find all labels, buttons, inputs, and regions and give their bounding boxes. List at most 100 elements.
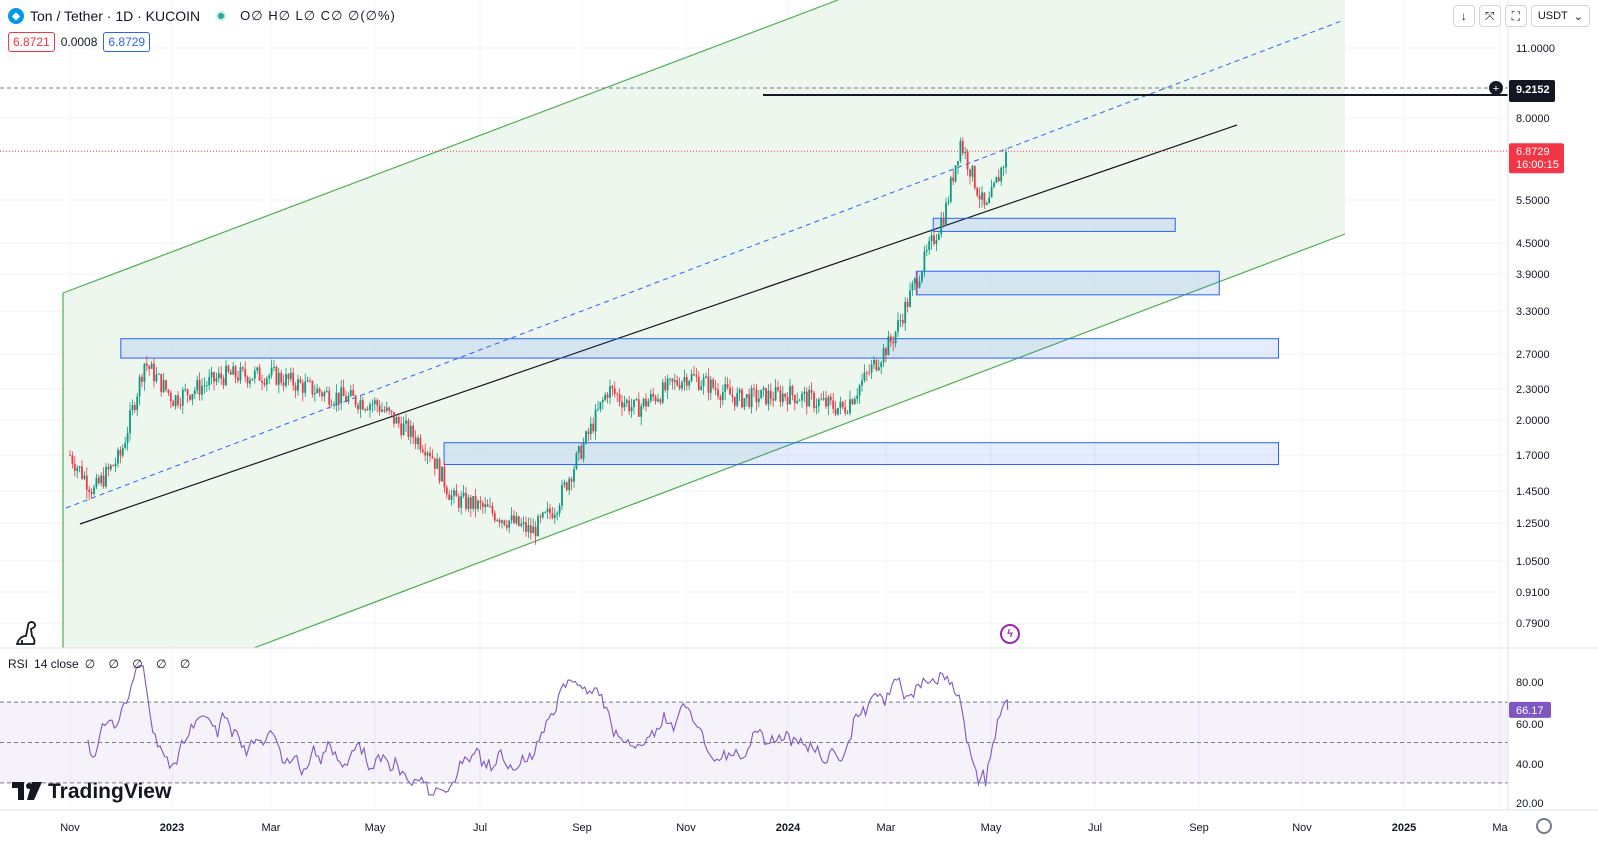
candle-body: [436, 458, 439, 469]
candle-body: [933, 235, 935, 244]
candle-body: [887, 336, 890, 356]
candle-body: [328, 390, 331, 405]
candle-body: [205, 385, 208, 387]
candle-body: [481, 502, 484, 507]
candle-body: [856, 395, 859, 399]
candle-body: [532, 526, 535, 534]
support-zone: [932, 217, 1176, 232]
candle-body: [789, 386, 791, 405]
rsi-tick-label: 60.00: [1516, 719, 1544, 731]
candle-body: [244, 368, 247, 377]
candle-body: [767, 390, 770, 405]
price-tick-label: 3.3000: [1516, 306, 1550, 318]
rsi-name: RSI: [8, 657, 29, 671]
candle-body: [143, 363, 146, 382]
candle-body: [577, 446, 580, 454]
candle-body: [520, 523, 523, 526]
candle-body: [784, 393, 787, 398]
candle-body: [827, 396, 830, 407]
countdown-label: 16:00:15: [1516, 159, 1559, 171]
settings-icon[interactable]: [1536, 818, 1552, 834]
arrow-down-icon[interactable]: ↓: [1452, 5, 1475, 27]
candle-body: [539, 516, 542, 518]
candle-body: [911, 283, 914, 291]
candle-body: [153, 363, 155, 382]
ton-logo-icon: ◆: [8, 8, 24, 24]
candle-body: [546, 508, 549, 512]
candle-body: [225, 365, 227, 386]
time-tick-label: 2023: [160, 822, 184, 834]
candle-body: [513, 515, 515, 524]
candle-body: [229, 371, 232, 375]
candle-body: [309, 380, 311, 382]
time-tick-label: 2024: [776, 822, 801, 834]
candle-body: [222, 378, 225, 386]
candle-body: [858, 385, 861, 396]
candle-body: [522, 522, 525, 524]
candle-body: [990, 186, 993, 198]
candle-body: [357, 404, 359, 410]
candle-body: [616, 393, 619, 395]
candle-body: [203, 385, 206, 387]
candle-body: [937, 234, 940, 240]
time-tick-label: Mar: [877, 822, 896, 834]
dinosaur-icon[interactable]: [14, 618, 42, 646]
candle-body: [949, 177, 952, 202]
candle-body: [724, 384, 727, 392]
candle-body: [889, 336, 892, 342]
candle-body: [426, 452, 429, 456]
candle-body: [981, 192, 983, 200]
candle-body: [496, 519, 499, 521]
sell-price-button[interactable]: 6.8721: [8, 32, 55, 52]
candle-body: [349, 390, 352, 396]
candle-body: [774, 387, 777, 401]
candle-body: [561, 485, 563, 506]
candle-body: [741, 389, 743, 408]
spread-value: 0.0008: [60, 35, 98, 49]
candle-body: [287, 374, 290, 379]
rsi-tick-label: 40.00: [1516, 759, 1544, 771]
candle-body: [529, 525, 532, 534]
candle-body: [325, 390, 328, 393]
candle-body: [906, 301, 909, 307]
candle-body: [126, 433, 129, 444]
level-price-label: 9.2152: [1516, 84, 1550, 96]
tradingview-logo[interactable]: TradingView: [12, 780, 171, 804]
currency-select[interactable]: USDT ⌄: [1530, 5, 1590, 27]
candle-body: [179, 404, 182, 406]
candle-body: [875, 359, 878, 371]
candle-body: [361, 400, 364, 410]
candle-body: [657, 399, 659, 402]
candle-body: [642, 398, 645, 406]
market-status-icon: [216, 11, 227, 21]
candle-body: [306, 380, 309, 382]
candle-body: [582, 443, 585, 459]
candle-body: [894, 331, 897, 344]
lightning-icon[interactable]: ϟ: [1000, 624, 1020, 644]
price-tick-label: 2.0000: [1516, 415, 1550, 427]
candle-body: [882, 348, 885, 363]
candle-body: [899, 320, 902, 321]
candle-body: [791, 386, 794, 395]
candle-body: [304, 381, 307, 393]
candle-body: [964, 152, 967, 154]
symbol-title[interactable]: Ton / Tether · 1D · KUCOIN: [30, 8, 201, 24]
candle-body: [563, 482, 566, 486]
buy-price-button[interactable]: 6.8729: [103, 32, 151, 52]
candle-body: [1000, 167, 1003, 182]
candle-body: [669, 378, 671, 380]
candle-body: [136, 396, 139, 410]
candle-body: [479, 500, 482, 503]
price-tick-label: 1.2500: [1516, 518, 1550, 530]
candle-body: [184, 389, 187, 390]
candle-body: [585, 431, 587, 444]
candle-body: [414, 437, 417, 445]
candle-body: [707, 376, 710, 393]
collapse-icon[interactable]: ⤧: [1478, 5, 1501, 27]
candle-body: [352, 390, 355, 396]
fullscreen-icon[interactable]: ⛶: [1504, 5, 1527, 27]
candle-body: [666, 378, 669, 391]
candle-body: [181, 389, 184, 406]
candle-body: [371, 403, 374, 405]
